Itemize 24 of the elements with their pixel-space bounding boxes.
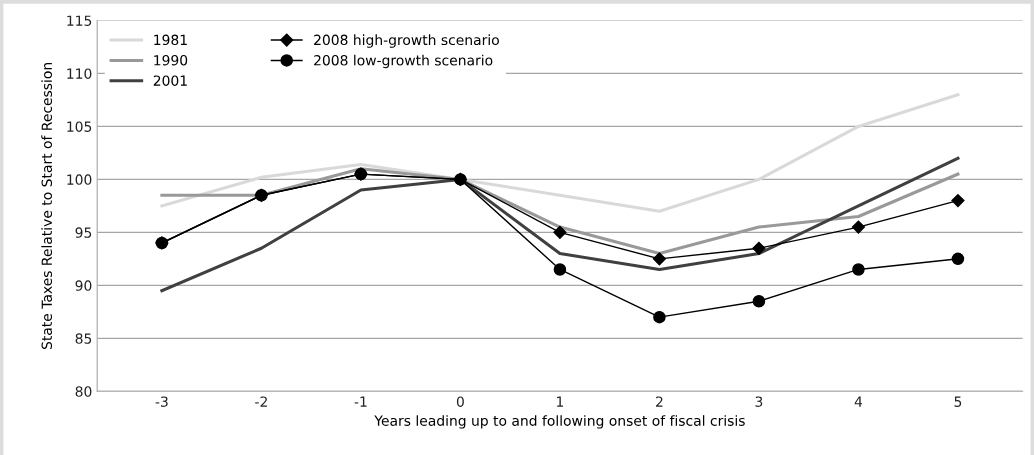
- x-tick-label: 3: [755, 396, 763, 407]
- y-tick-label: 85: [75, 333, 92, 344]
- x-axis-title: Years leading up to and following onset of fiscal crisis: [374, 415, 745, 429]
- legend-label: 2001: [153, 75, 187, 86]
- legend-label: 2008 high-growth scenario: [314, 34, 499, 48]
- x-tick-label: 4: [854, 396, 863, 407]
- y-tick-label: 80: [75, 386, 92, 397]
- x-tick-label: 2: [656, 396, 663, 407]
- y-tick-label: 115: [67, 15, 92, 26]
- y-axis-title: State Taxes Relative to Start of Recession: [41, 62, 53, 350]
- x-tick-label: 0: [456, 396, 464, 407]
- y-tick-label: 105: [67, 121, 92, 132]
- legend-label: 2008 low-growth scenario: [314, 54, 493, 69]
- legend-label: 1981: [154, 34, 187, 46]
- x-tick-label: -2: [255, 396, 267, 407]
- x-tick-label: 1: [557, 396, 564, 407]
- x-tick-label: 5: [954, 396, 962, 407]
- y-tick-label: 90: [75, 280, 92, 291]
- y-tick-label: 110: [67, 68, 92, 79]
- y-tick-label: 95: [75, 227, 92, 238]
- x-tick-label: -3: [155, 396, 168, 407]
- x-tick-label: -1: [354, 396, 367, 407]
- y-tick-label: 100: [67, 174, 92, 185]
- legend-label: 1990: [154, 55, 188, 66]
